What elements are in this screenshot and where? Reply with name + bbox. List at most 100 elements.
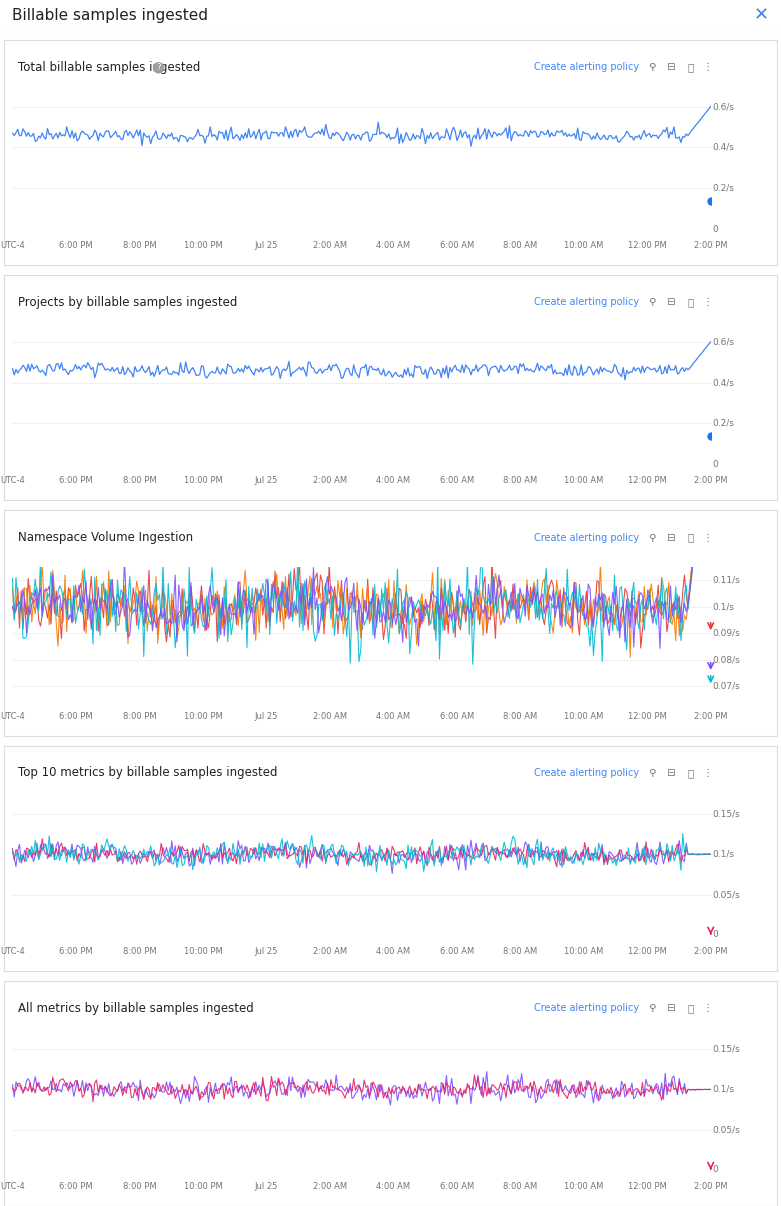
Text: 4:00 AM: 4:00 AM: [376, 241, 410, 250]
Text: 0.1/s: 0.1/s: [712, 850, 734, 859]
Text: 0.15/s: 0.15/s: [712, 809, 740, 819]
Text: ⋮: ⋮: [702, 298, 713, 308]
Text: 10:00 AM: 10:00 AM: [564, 241, 604, 250]
Text: 4:00 AM: 4:00 AM: [376, 712, 410, 720]
Text: 6:00 PM: 6:00 PM: [59, 476, 93, 485]
Text: 6:00 AM: 6:00 AM: [440, 712, 474, 720]
Text: ⊟: ⊟: [666, 768, 675, 778]
Text: 0.07/s: 0.07/s: [712, 681, 740, 691]
Text: 0.6/s: 0.6/s: [712, 103, 734, 111]
Text: ⬜: ⬜: [687, 768, 694, 778]
Text: 12:00 PM: 12:00 PM: [628, 712, 667, 720]
Text: 0.6/s: 0.6/s: [712, 338, 734, 346]
Text: Create alerting policy: Create alerting policy: [533, 63, 639, 72]
Text: ⚲: ⚲: [648, 63, 656, 72]
Text: 0: 0: [712, 1165, 718, 1175]
Text: Top 10 metrics by billable samples ingested: Top 10 metrics by billable samples inges…: [18, 766, 277, 779]
Text: Create alerting policy: Create alerting policy: [533, 768, 639, 778]
Text: 0: 0: [712, 224, 718, 234]
Text: 2:00 AM: 2:00 AM: [313, 241, 347, 250]
Text: Jul 25: Jul 25: [255, 1182, 278, 1190]
Text: ⬜: ⬜: [687, 63, 694, 72]
Text: 6:00 AM: 6:00 AM: [440, 1182, 474, 1190]
Text: 12:00 PM: 12:00 PM: [628, 476, 667, 485]
Text: ⊟: ⊟: [666, 1003, 675, 1013]
Text: 4:00 AM: 4:00 AM: [376, 1182, 410, 1190]
Text: 6:00 AM: 6:00 AM: [440, 947, 474, 955]
Text: 10:00 PM: 10:00 PM: [184, 241, 223, 250]
Text: Jul 25: Jul 25: [255, 712, 278, 720]
Text: 6:00 AM: 6:00 AM: [440, 476, 474, 485]
Text: ⬜: ⬜: [687, 298, 694, 308]
Text: 12:00 PM: 12:00 PM: [628, 241, 667, 250]
Text: 8:00 AM: 8:00 AM: [503, 947, 537, 955]
Text: ⬜: ⬜: [687, 533, 694, 543]
Text: 8:00 AM: 8:00 AM: [503, 712, 537, 720]
Text: 2:00 PM: 2:00 PM: [694, 947, 727, 955]
Text: Create alerting policy: Create alerting policy: [533, 298, 639, 308]
Text: 8:00 AM: 8:00 AM: [503, 476, 537, 485]
Text: Projects by billable samples ingested: Projects by billable samples ingested: [18, 295, 237, 309]
Text: 4:00 AM: 4:00 AM: [376, 947, 410, 955]
Text: Create alerting policy: Create alerting policy: [533, 533, 639, 543]
Text: 2:00 AM: 2:00 AM: [313, 1182, 347, 1190]
Text: 10:00 PM: 10:00 PM: [184, 1182, 223, 1190]
Text: UTC-4: UTC-4: [0, 712, 25, 720]
Text: Jul 25: Jul 25: [255, 947, 278, 955]
Text: 2:00 PM: 2:00 PM: [694, 712, 727, 720]
Text: Total billable samples ingested: Total billable samples ingested: [18, 60, 200, 74]
Text: 0.1/s: 0.1/s: [712, 602, 734, 611]
Text: 2:00 PM: 2:00 PM: [694, 241, 727, 250]
Text: UTC-4: UTC-4: [0, 476, 25, 485]
Text: 10:00 PM: 10:00 PM: [184, 476, 223, 485]
Text: 0: 0: [712, 930, 718, 939]
Text: 10:00 AM: 10:00 AM: [564, 712, 604, 720]
Text: 0.2/s: 0.2/s: [712, 183, 734, 193]
Text: 4:00 AM: 4:00 AM: [376, 476, 410, 485]
Text: 8:00 PM: 8:00 PM: [123, 476, 156, 485]
Text: 0.09/s: 0.09/s: [712, 628, 740, 638]
Text: 10:00 AM: 10:00 AM: [564, 476, 604, 485]
Text: 2:00 PM: 2:00 PM: [694, 1182, 727, 1190]
Text: 0: 0: [712, 459, 718, 469]
Text: 8:00 PM: 8:00 PM: [123, 1182, 156, 1190]
Text: Billable samples ingested: Billable samples ingested: [12, 8, 208, 23]
Text: 0.11/s: 0.11/s: [712, 575, 740, 585]
Text: 8:00 AM: 8:00 AM: [503, 241, 537, 250]
Text: ⚲: ⚲: [648, 1003, 656, 1013]
Text: 10:00 PM: 10:00 PM: [184, 712, 223, 720]
Text: 6:00 AM: 6:00 AM: [440, 241, 474, 250]
Text: Jul 25: Jul 25: [255, 476, 278, 485]
Text: ⬜: ⬜: [687, 1003, 694, 1013]
Text: 6:00 PM: 6:00 PM: [59, 241, 93, 250]
Text: 0.1/s: 0.1/s: [712, 1085, 734, 1094]
Text: Namespace Volume Ingestion: Namespace Volume Ingestion: [18, 531, 193, 544]
Text: 12:00 PM: 12:00 PM: [628, 947, 667, 955]
Text: 10:00 AM: 10:00 AM: [564, 947, 604, 955]
Text: 0.05/s: 0.05/s: [712, 1125, 740, 1134]
Text: 6:00 PM: 6:00 PM: [59, 947, 93, 955]
Text: 10:00 PM: 10:00 PM: [184, 947, 223, 955]
Text: UTC-4: UTC-4: [0, 947, 25, 955]
Text: 8:00 PM: 8:00 PM: [123, 241, 156, 250]
Text: 8:00 PM: 8:00 PM: [123, 712, 156, 720]
Text: ⋮: ⋮: [702, 768, 713, 778]
Text: UTC-4: UTC-4: [0, 1182, 25, 1190]
Text: 8:00 PM: 8:00 PM: [123, 947, 156, 955]
Text: ⚲: ⚲: [648, 768, 656, 778]
Text: 6:00 PM: 6:00 PM: [59, 712, 93, 720]
Text: ⊟: ⊟: [666, 533, 675, 543]
Text: ⋮: ⋮: [702, 1003, 713, 1013]
Text: 12:00 PM: 12:00 PM: [628, 1182, 667, 1190]
Text: ⋮: ⋮: [702, 63, 713, 72]
Text: ⊟: ⊟: [666, 298, 675, 308]
Text: Jul 25: Jul 25: [255, 241, 278, 250]
Text: 6:00 PM: 6:00 PM: [59, 1182, 93, 1190]
Text: 10:00 AM: 10:00 AM: [564, 1182, 604, 1190]
Text: Create alerting policy: Create alerting policy: [533, 1003, 639, 1013]
Text: ✕: ✕: [754, 6, 769, 24]
Text: 0.4/s: 0.4/s: [712, 142, 734, 152]
Text: 0.2/s: 0.2/s: [712, 418, 734, 428]
Text: 8:00 AM: 8:00 AM: [503, 1182, 537, 1190]
Text: ⚲: ⚲: [648, 298, 656, 308]
